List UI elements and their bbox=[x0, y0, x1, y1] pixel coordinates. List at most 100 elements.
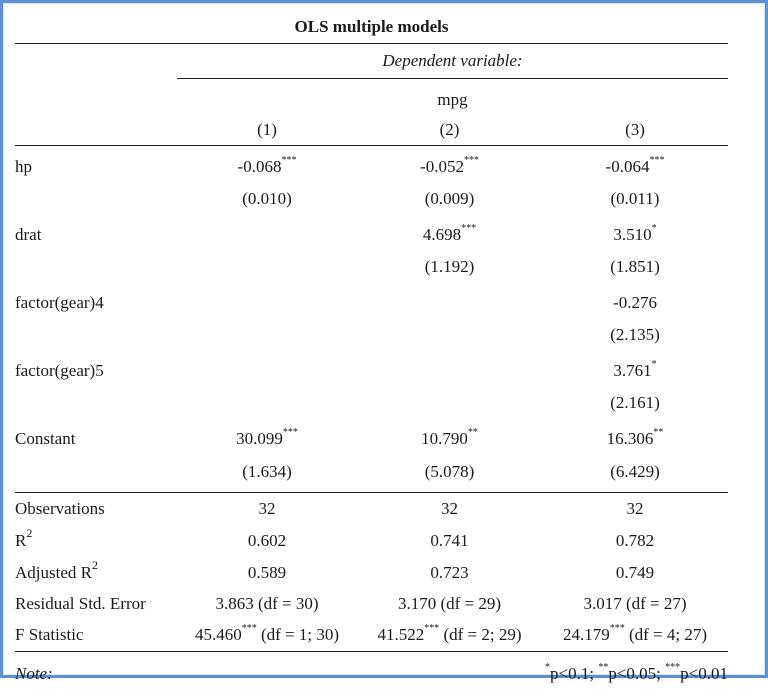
cell-text: -0.068 bbox=[238, 157, 282, 176]
coef-estimate bbox=[177, 350, 357, 387]
coef-std-error bbox=[357, 319, 542, 350]
coef-std-error: (2.161) bbox=[542, 387, 728, 418]
significance-stars: ** bbox=[653, 427, 663, 438]
cell-text: p<0.05; bbox=[608, 664, 665, 683]
significance-stars: * bbox=[652, 359, 657, 370]
significance-stars: ** bbox=[468, 427, 478, 438]
significance-stars: *** bbox=[424, 623, 439, 634]
stat-value: 0.723 bbox=[357, 556, 542, 589]
coef-std-error: (6.429) bbox=[542, 455, 728, 493]
coef-std-error: (0.010) bbox=[177, 183, 357, 214]
cell-text: (df = 4; 27) bbox=[625, 625, 707, 644]
cell-text: (df = 2; 29) bbox=[439, 625, 521, 644]
significance-stars: * bbox=[652, 223, 657, 234]
coef-std-error bbox=[177, 251, 357, 282]
cell-text: -0.064 bbox=[606, 157, 650, 176]
coef-estimate bbox=[357, 350, 542, 387]
coef-std-error: (1.192) bbox=[357, 251, 542, 282]
stat-value: 3.017 (df = 27) bbox=[542, 589, 728, 618]
coef-label-constant: Constant bbox=[15, 418, 177, 455]
stat-value: 0.782 bbox=[542, 525, 728, 556]
stat-label-fstat: F Statistic bbox=[15, 618, 177, 652]
significance-stars: *** bbox=[665, 662, 680, 673]
significance-stars: 2 bbox=[92, 558, 98, 572]
coef-estimate: 4.698*** bbox=[357, 214, 542, 251]
significance-stars: * bbox=[545, 662, 550, 673]
coef-std-error: (2.135) bbox=[542, 319, 728, 350]
coef-std-error: (1.851) bbox=[542, 251, 728, 282]
stat-value: 24.179*** (df = 4; 27) bbox=[542, 618, 728, 652]
model-number-3: (3) bbox=[542, 115, 728, 146]
significance-stars: *** bbox=[464, 155, 479, 166]
coef-estimate: 3.761* bbox=[542, 350, 728, 387]
note-label: Note: bbox=[15, 652, 177, 696]
stat-value: 45.460*** (df = 1; 30) bbox=[177, 618, 357, 652]
cell-text: -0.276 bbox=[613, 293, 657, 312]
coef-label-drat: drat bbox=[15, 214, 177, 251]
cell-text: 41.522 bbox=[377, 625, 424, 644]
coef-std-error: (0.009) bbox=[357, 183, 542, 214]
cell-text: 3.761 bbox=[613, 361, 651, 380]
cell-text: 3.510 bbox=[613, 225, 651, 244]
significance-stars: ** bbox=[598, 662, 608, 673]
cell-text: 45.460 bbox=[195, 625, 242, 644]
significance-stars: *** bbox=[610, 623, 625, 634]
model-number-2: (2) bbox=[357, 115, 542, 146]
significance-note: *p<0.1; **p<0.05; ***p<0.01 bbox=[177, 652, 728, 696]
coef-label-gear5: factor(gear)5 bbox=[15, 350, 177, 387]
cell-text: 16.306 bbox=[607, 429, 654, 448]
coef-estimate bbox=[177, 214, 357, 251]
regression-table: OLS multiple models Dependent variable: … bbox=[15, 11, 728, 696]
stat-label-observations: Observations bbox=[15, 493, 177, 526]
significance-stars: 2 bbox=[26, 526, 32, 540]
stat-value: 3.170 (df = 29) bbox=[357, 589, 542, 618]
cell-text: p<0.01 bbox=[680, 664, 728, 683]
significance-stars: *** bbox=[649, 155, 664, 166]
cell-text: -0.052 bbox=[420, 157, 464, 176]
coef-estimate: 10.790** bbox=[357, 418, 542, 455]
coef-estimate: -0.052*** bbox=[357, 146, 542, 184]
coef-label-gear4: factor(gear)4 bbox=[15, 282, 177, 319]
coef-std-error: (5.078) bbox=[357, 455, 542, 493]
cell-text: 30.099 bbox=[236, 429, 283, 448]
stat-value: 0.741 bbox=[357, 525, 542, 556]
stat-value: 41.522*** (df = 2; 29) bbox=[357, 618, 542, 652]
cell-text: Adjusted R bbox=[15, 563, 92, 582]
model-number-1: (1) bbox=[177, 115, 357, 146]
cell-text: 24.179 bbox=[563, 625, 610, 644]
stat-value: 0.602 bbox=[177, 525, 357, 556]
significance-stars: *** bbox=[283, 427, 298, 438]
table-title: OLS multiple models bbox=[15, 11, 728, 44]
cell-text: p<0.1; bbox=[550, 664, 598, 683]
coef-estimate bbox=[357, 282, 542, 319]
stat-value: 32 bbox=[177, 493, 357, 526]
stat-label-r2: R2 bbox=[15, 525, 177, 556]
stat-label-adj-r2: Adjusted R2 bbox=[15, 556, 177, 589]
stat-label-rse: Residual Std. Error bbox=[15, 589, 177, 618]
significance-stars: *** bbox=[281, 155, 296, 166]
coef-label-hp: hp bbox=[15, 146, 177, 184]
stat-value: 32 bbox=[357, 493, 542, 526]
cell-text: 10.790 bbox=[421, 429, 468, 448]
coef-estimate: 16.306** bbox=[542, 418, 728, 455]
stat-value: 3.863 (df = 30) bbox=[177, 589, 357, 618]
coef-estimate: -0.068*** bbox=[177, 146, 357, 184]
stat-value: 32 bbox=[542, 493, 728, 526]
coef-estimate bbox=[177, 282, 357, 319]
table-frame: OLS multiple models Dependent variable: … bbox=[0, 0, 768, 678]
cell-text: R bbox=[15, 531, 26, 550]
coef-std-error: (1.634) bbox=[177, 455, 357, 493]
dependent-variable-label: Dependent variable: bbox=[177, 44, 728, 79]
stat-value: 0.749 bbox=[542, 556, 728, 589]
coef-estimate: 30.099*** bbox=[177, 418, 357, 455]
significance-stars: *** bbox=[461, 223, 476, 234]
coef-std-error: (0.011) bbox=[542, 183, 728, 214]
dependent-variable-name: mpg bbox=[177, 79, 728, 116]
coef-estimate: 3.510* bbox=[542, 214, 728, 251]
coef-std-error bbox=[357, 387, 542, 418]
stat-value: 0.589 bbox=[177, 556, 357, 589]
significance-stars: *** bbox=[242, 623, 257, 634]
coef-std-error bbox=[177, 319, 357, 350]
coef-estimate: -0.064*** bbox=[542, 146, 728, 184]
coef-estimate: -0.276 bbox=[542, 282, 728, 319]
